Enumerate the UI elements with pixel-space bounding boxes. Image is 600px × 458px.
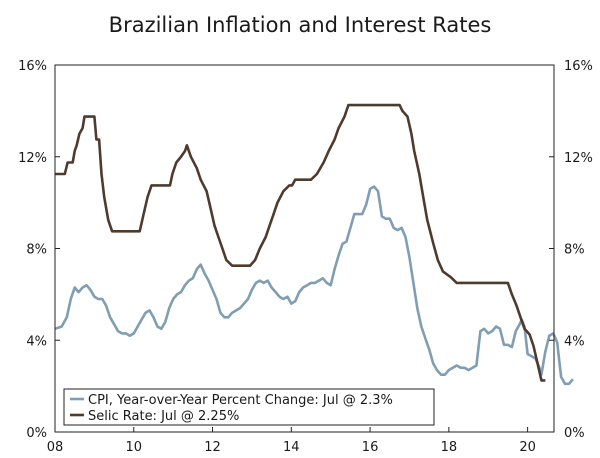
y-tick-label-right: 16%: [564, 59, 593, 74]
legend-label-selic: Selic Rate: Jul @ 2.25%: [88, 409, 239, 424]
y-tick-label-left: 4%: [26, 334, 47, 349]
series-line-1: [55, 103, 546, 382]
legend-label-cpi: CPI, Year-over-Year Percent Change: Jul …: [88, 393, 393, 408]
series-line-0: [54, 185, 574, 386]
plot-lines: [54, 103, 574, 386]
x-tick-label: 20: [519, 440, 536, 455]
x-tick-label: 16: [362, 440, 379, 455]
y-tick-label-left: 16%: [18, 59, 47, 74]
x-tick-label: 14: [283, 440, 300, 455]
x-tick-label: 12: [204, 440, 221, 455]
legend: CPI, Year-over-Year Percent Change: Jul …: [63, 388, 435, 426]
y-tick-label-right: 8%: [564, 243, 585, 258]
y-tick-label-left: 8%: [26, 243, 47, 258]
axes: 0% 0% 4% 4% 8% 8% 12% 12% 16% 16% 08 10 12 14 16 18 20: [18, 59, 593, 455]
y-tick-label-left: 0%: [26, 426, 47, 441]
legend-box: [63, 388, 435, 426]
x-tick-label: 18: [441, 440, 458, 455]
x-tick-label: 08: [47, 440, 64, 455]
y-tick-label-right: 4%: [564, 334, 585, 349]
chart-title: Brazilian Inflation and Interest Rates: [109, 13, 492, 37]
x-tick-label: 10: [125, 440, 142, 455]
y-tick-label-left: 12%: [18, 151, 47, 166]
plot-frame: [54, 64, 555, 433]
y-tick-label-right: 0%: [564, 426, 585, 441]
y-tick-label-right: 12%: [564, 151, 593, 166]
